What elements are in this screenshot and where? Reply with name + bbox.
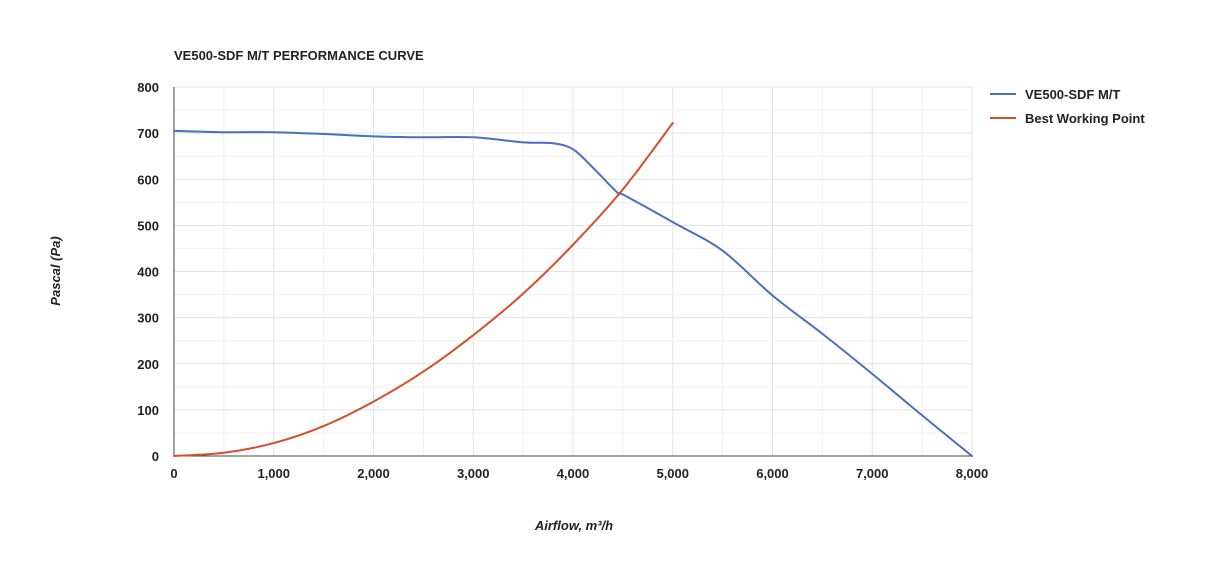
legend: VE500-SDF M/T Best Working Point	[990, 87, 1145, 126]
x-tick-label: 8,000	[956, 466, 989, 481]
y-tick-label: 400	[137, 265, 159, 280]
y-tick-label: 0	[152, 449, 159, 464]
grid	[173, 86, 973, 457]
y-tick-labels: 0 100 200 300 400 500 600 700 800	[137, 80, 159, 464]
x-tick-label: 2,000	[357, 466, 390, 481]
series-line-performance	[173, 129, 973, 457]
x-tick-label: 6,000	[756, 466, 789, 481]
x-tick-labels: 0 1,000 2,000 3,000 4,000 5,000 6,000 7,000 8,00…	[170, 466, 988, 481]
y-tick-label: 500	[137, 218, 159, 233]
legend-label: Best Working Point	[1025, 111, 1145, 126]
y-tick-label: 100	[137, 403, 159, 418]
x-tick-label: 1,000	[257, 466, 290, 481]
x-axis-title: Airflow, m³/h	[534, 518, 613, 533]
y-tick-label: 800	[137, 80, 159, 95]
x-tick-label: 3,000	[457, 466, 490, 481]
legend-label: VE500-SDF M/T	[1025, 87, 1120, 102]
series-lines	[173, 121, 973, 457]
x-tick-label: 0	[170, 466, 177, 481]
y-axis-title: Pascal (Pa)	[48, 236, 63, 305]
x-tick-label: 4,000	[557, 466, 590, 481]
y-tick-label: 200	[137, 357, 159, 372]
y-tick-label: 600	[137, 172, 159, 187]
y-tick-label: 700	[137, 126, 159, 141]
axes	[173, 87, 972, 457]
x-tick-label: 5,000	[656, 466, 689, 481]
x-tick-label: 7,000	[856, 466, 889, 481]
y-tick-label: 300	[137, 311, 159, 326]
chart-title: VE500-SDF M/T PERFORMANCE CURVE	[174, 48, 424, 63]
series-line-best-working-point	[173, 121, 674, 457]
